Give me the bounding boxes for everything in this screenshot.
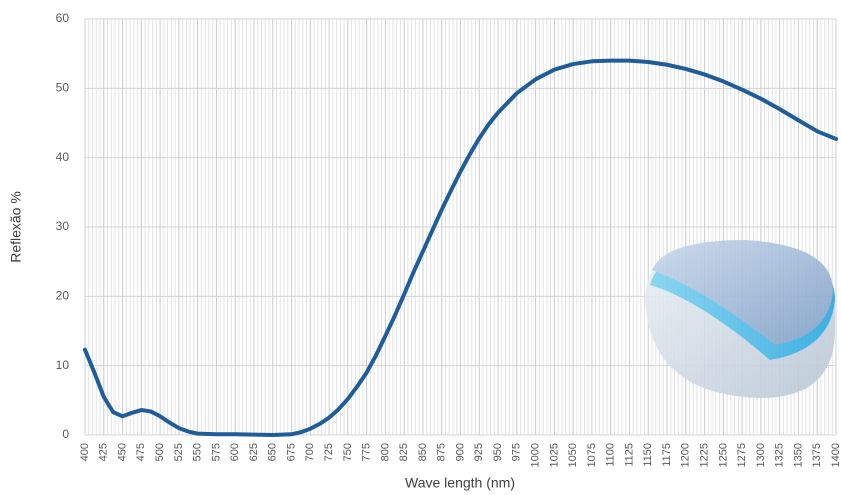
- lens-top: [652, 240, 833, 345]
- y-tick-label: 10: [56, 358, 70, 372]
- x-tick-label: 1400: [830, 443, 841, 467]
- x-tick-label: 1075: [586, 443, 598, 467]
- x-tick-label: 625: [248, 443, 260, 461]
- x-tick-label: 1225: [698, 443, 710, 467]
- y-tick-label: 50: [56, 81, 70, 95]
- x-tick-label: 775: [361, 443, 373, 461]
- x-tick-label: 1325: [774, 443, 786, 467]
- x-tick-label: 700: [304, 443, 316, 461]
- y-tick-label: 0: [62, 427, 69, 441]
- x-tick-label: 1000: [530, 443, 542, 467]
- x-tick-label: 750: [342, 443, 354, 461]
- lens-illustration: [645, 240, 835, 398]
- x-tick-label: 925: [473, 443, 485, 461]
- x-tick-label: 900: [454, 443, 466, 461]
- x-tick-label: 875: [436, 443, 448, 461]
- x-tick-label: 1350: [792, 443, 804, 467]
- x-tick-label: 575: [210, 443, 222, 461]
- x-tick-label: 425: [98, 443, 110, 461]
- x-tick-label: 475: [135, 443, 147, 461]
- x-tick-label: 600: [229, 443, 241, 461]
- x-tick-label: 1125: [623, 443, 635, 467]
- x-tick-label: 1250: [717, 443, 729, 467]
- y-tick-label: 60: [56, 11, 70, 25]
- x-tick-label: 1375: [811, 443, 823, 467]
- x-tick-label: 500: [154, 443, 166, 461]
- x-tick-label: 1175: [661, 443, 673, 467]
- y-tick-label: 40: [56, 150, 70, 164]
- x-tick-label: 850: [417, 443, 429, 461]
- x-tick-label: 1275: [736, 443, 748, 467]
- x-tick-label: 1100: [605, 443, 617, 467]
- x-axis-title: Wave length (nm): [405, 475, 515, 491]
- y-tick-label: 20: [56, 289, 70, 303]
- x-tick-label: 525: [173, 443, 185, 461]
- x-tick-label: 550: [192, 443, 204, 461]
- x-tick-label: 450: [116, 443, 128, 461]
- x-tick-label: 400: [79, 443, 91, 461]
- y-axis-title: Reflexão %: [8, 191, 24, 263]
- x-tick-label: 1200: [680, 443, 692, 467]
- x-tick-label: 1300: [755, 443, 767, 467]
- x-tick-label: 800: [379, 443, 391, 461]
- x-tick-label: 975: [511, 443, 523, 461]
- x-tick-label: 675: [285, 443, 297, 461]
- x-tick-label: 950: [492, 443, 504, 461]
- data-line: [83, 58, 838, 437]
- x-tick-label: 650: [267, 443, 279, 461]
- x-tick-label: 1025: [548, 443, 560, 467]
- y-tick-label: 30: [56, 219, 70, 233]
- x-tick-label: 1150: [642, 443, 654, 467]
- x-tick-label: 725: [323, 443, 335, 461]
- x-tick-label: 1050: [567, 443, 579, 467]
- x-tick-label: 825: [398, 443, 410, 461]
